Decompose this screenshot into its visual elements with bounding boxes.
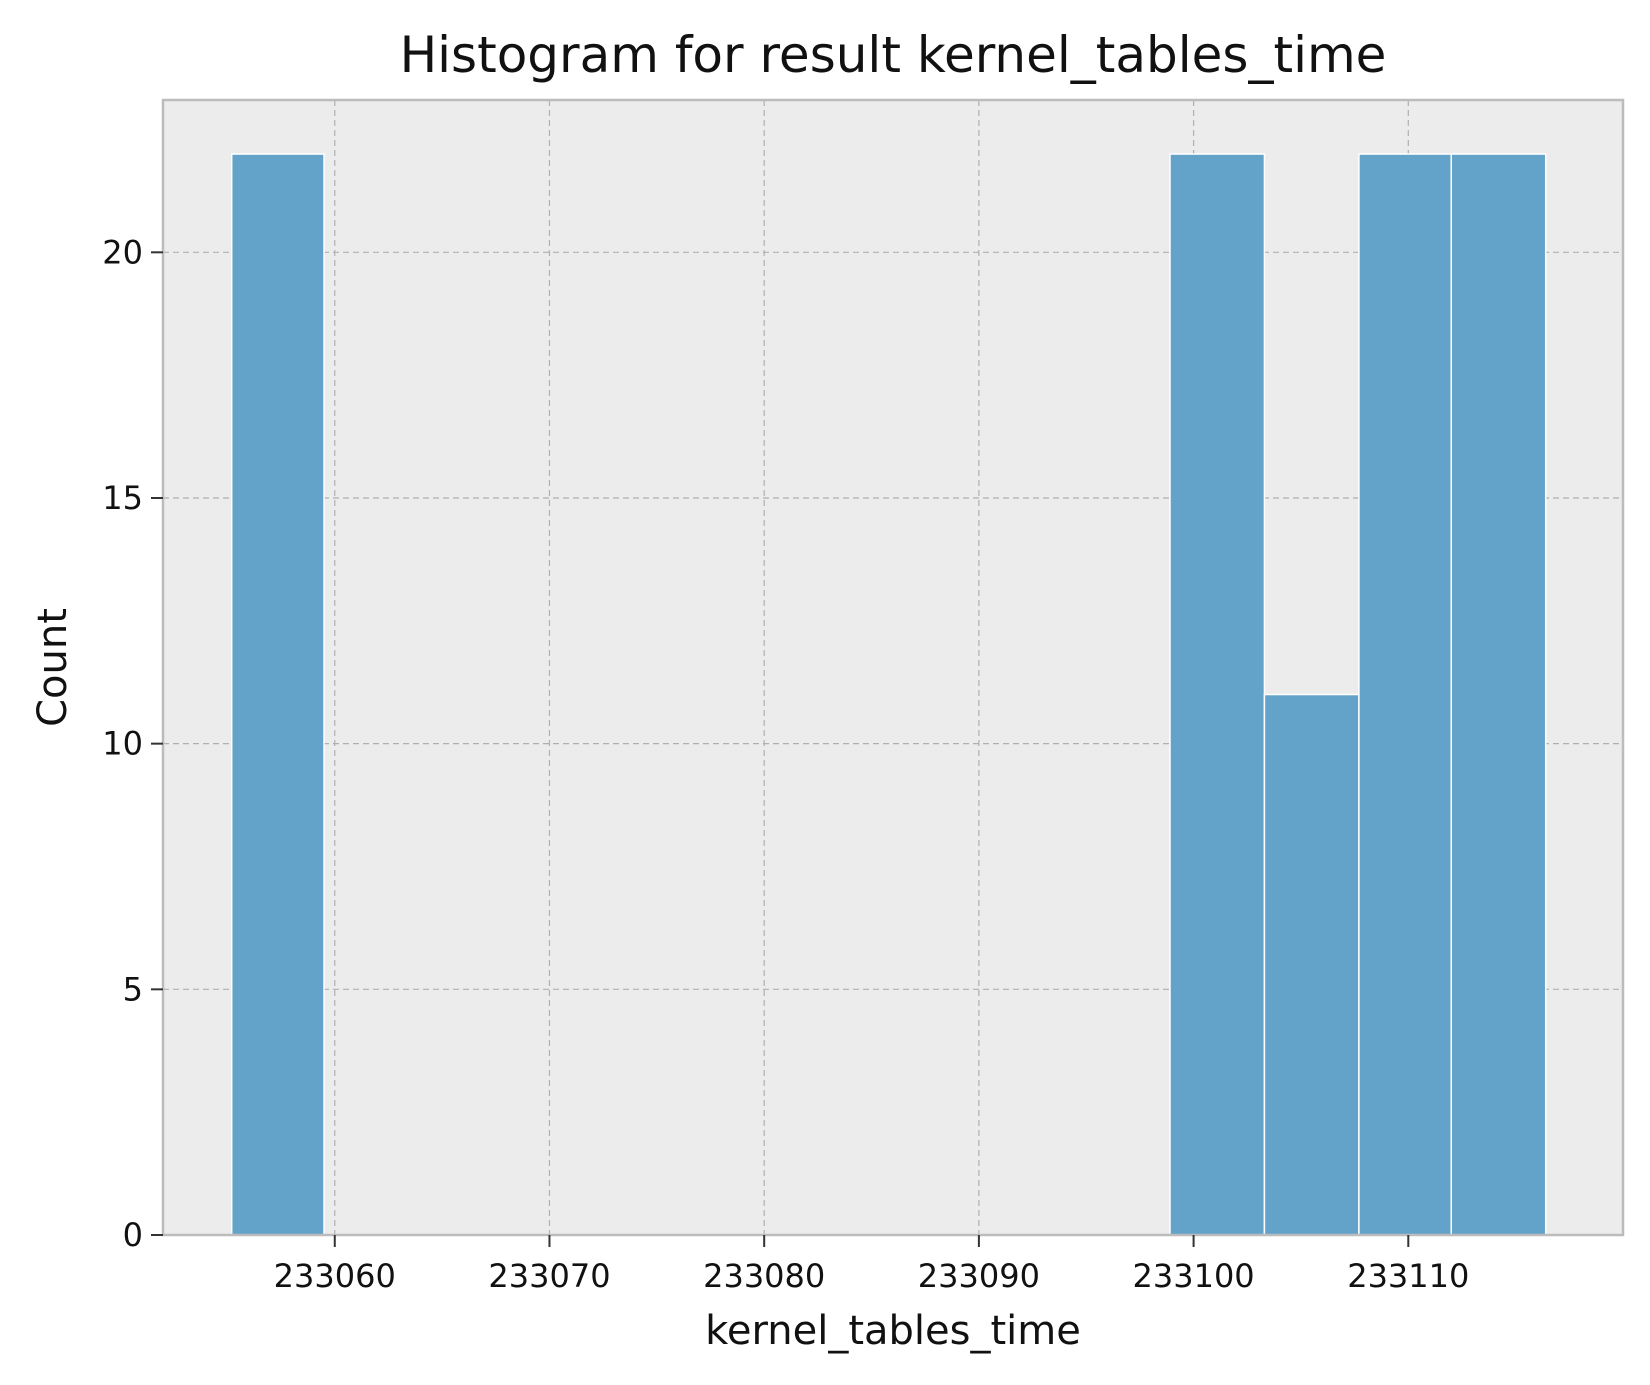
histogram-bar (230, 153, 325, 1236)
y-tick-label: 20 (102, 233, 143, 271)
x-tick-label: 233100 (1133, 1257, 1255, 1295)
y-tick-label: 0 (123, 1216, 143, 1254)
histogram-bar (1263, 693, 1360, 1236)
chart-title: Histogram for result kernel_tables_time (400, 26, 1387, 84)
histogram-bar (1169, 153, 1266, 1236)
y-tick-label: 10 (102, 725, 143, 763)
histogram-bars (230, 153, 1547, 1236)
x-tick-label: 233060 (274, 1257, 396, 1295)
x-tick-label: 233090 (918, 1257, 1040, 1295)
y-tick-label: 15 (102, 479, 143, 517)
plot-frame (161, 98, 1625, 1237)
y-tick-label: 5 (123, 970, 143, 1008)
x-tick-label: 233070 (488, 1257, 610, 1295)
x-tick-label: 233080 (703, 1257, 825, 1295)
histogram-bar (1358, 153, 1452, 1236)
axis-ticks: 233060 233070 233080 233090 233100 233110 0 5 10… (102, 233, 1469, 1295)
histogram-bar (1450, 153, 1547, 1236)
x-axis-label: kernel_tables_time (705, 1308, 1081, 1354)
y-axis-label: Count (30, 608, 76, 727)
x-tick-label: 233110 (1347, 1257, 1469, 1295)
